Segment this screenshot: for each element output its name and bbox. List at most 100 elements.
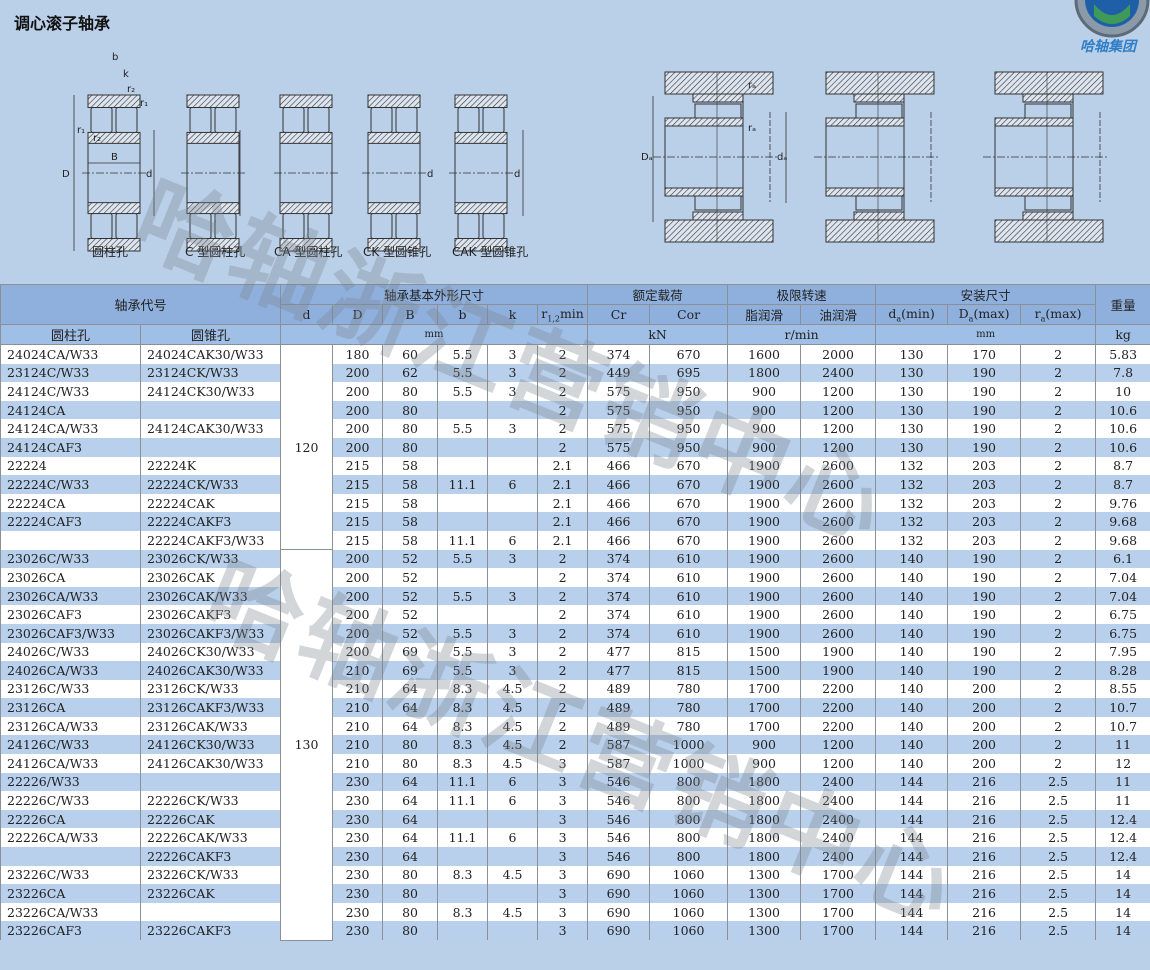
cell-tapered-code: 22224CAK (139, 493, 282, 513)
table-row: 22226CA/W33 22226CAK/W33 230 64 11.1 6 3 546 800… (0, 828, 1150, 848)
cell-tapered-code: 24024CAK30/W33 (139, 344, 282, 364)
header-Cr: Cr (587, 304, 651, 325)
cell-value: 11.1 (437, 828, 489, 848)
cell-value: 374 (587, 605, 651, 624)
cell-value: 1700 (800, 921, 877, 940)
cell-value: 1300 (727, 865, 802, 885)
cell-cylindrical-code: 23126CA (0, 698, 141, 717)
cell-cylindrical-code: 22226/W33 (0, 772, 141, 792)
cell-value: 7.8 (1095, 363, 1150, 383)
cell-value: 1900 (727, 475, 802, 494)
cell-value: 950 (649, 382, 729, 401)
cell-value: 130 (875, 400, 949, 420)
cell-value: 374 (587, 549, 651, 569)
cell-value: 1200 (800, 400, 877, 420)
cell-value: 690 (587, 865, 651, 885)
cell-value: 2 (1020, 382, 1097, 401)
unit-rpm: r/min (727, 324, 877, 345)
cell-value: 546 (587, 791, 651, 810)
cell-value: 69 (382, 642, 439, 662)
cell-tapered-code (139, 772, 282, 792)
cell-value: 610 (649, 586, 729, 606)
cell-value: 800 (649, 847, 729, 866)
cell-value: 2 (1020, 716, 1097, 736)
cell-value: 2 (1020, 661, 1097, 680)
cell-bore-diameter: 120 (280, 343, 334, 551)
cell-value: 2400 (800, 847, 877, 866)
cell-value: 8.3 (437, 698, 489, 717)
cell-value: 670 (649, 512, 729, 531)
cell-value: 216 (947, 791, 1022, 810)
cell-value: 6.75 (1095, 623, 1150, 643)
cell-value: 9.76 (1095, 493, 1150, 513)
cell-value: 216 (947, 847, 1022, 866)
cell-value: 489 (587, 679, 651, 699)
cell-value: 2 (1020, 698, 1097, 717)
header-r: r1,2min (537, 304, 589, 325)
cell-value: 2 (1020, 400, 1097, 420)
cell-value: 1200 (800, 437, 877, 457)
cell-value: 2 (537, 642, 589, 662)
cell-value: 140 (875, 698, 949, 717)
cell-value (487, 493, 539, 513)
cell-value (437, 493, 489, 513)
cell-value: 1900 (727, 493, 802, 513)
cell-value: 2 (537, 344, 589, 364)
unit-mm-install: mm (875, 324, 1097, 345)
cell-value: 64 (382, 791, 439, 810)
header-d: d (280, 304, 334, 325)
cell-value: 2 (1020, 605, 1097, 624)
cell-tapered-code: 23026CAKF3/W33 (139, 623, 282, 643)
cell-cylindrical-code: 23226CA (0, 884, 141, 903)
cell-value: 1800 (727, 772, 802, 792)
cell-cylindrical-code: 22224CAF3 (0, 512, 141, 531)
cell-value: 2 (537, 549, 589, 569)
cell-value: 670 (649, 493, 729, 513)
table-row: 23026CAF3 23026CAKF3 200 52 2 374 610 1900 2600 1… (0, 605, 1150, 624)
cell-value: 800 (649, 791, 729, 810)
cell-value: 1900 (727, 530, 802, 550)
cell-tapered-code: 23226CAK (139, 884, 282, 903)
cell-value: 144 (875, 865, 949, 885)
table-row: 23126CA/W33 23126CAK/W33 210 64 8.3 4.5 2 489 78… (0, 716, 1150, 736)
cell-value: 5.5 (437, 623, 489, 643)
cell-value: 2600 (800, 512, 877, 531)
cell-cylindrical-code: 23026CA (0, 568, 141, 587)
cell-value: 144 (875, 902, 949, 922)
cell-value: 3 (487, 549, 539, 569)
cell-value: 1900 (727, 586, 802, 606)
cell-value: 5.5 (437, 419, 489, 438)
cell-value: 216 (947, 865, 1022, 885)
cell-value: 140 (875, 661, 949, 680)
cell-value: 6 (487, 530, 539, 550)
cell-value: 489 (587, 716, 651, 736)
table-row: 23226CAF3 23226CAKF3 230 80 3 690 1060 1300 1700… (0, 921, 1150, 940)
cell-tapered-code: 23026CK/W33 (139, 549, 282, 569)
cell-value: 2200 (800, 679, 877, 699)
cell-value: 11 (1095, 791, 1150, 810)
cell-value: 11.1 (437, 475, 489, 494)
cell-value: 190 (947, 363, 1022, 383)
table-row: 24126CA/W33 24126CAK30/W33 210 80 8.3 4.5 3 587… (0, 754, 1150, 773)
cell-cylindrical-code: 23226C/W33 (0, 865, 141, 885)
cell-value: 2600 (800, 623, 877, 643)
cell-value: 210 (332, 716, 384, 736)
cell-value: 5.83 (1095, 344, 1150, 364)
cell-value: 8.7 (1095, 456, 1150, 476)
cell-cylindrical-code: 24124CAF3 (0, 437, 141, 457)
cell-value: 80 (382, 419, 439, 438)
table-row: 24124CA 200 80 2 575 950 900 1200 130 190 2 10.6 (0, 400, 1150, 420)
cell-value: 1200 (800, 382, 877, 401)
cell-tapered-code: 23226CK/W33 (139, 865, 282, 885)
cell-value: 5.5 (437, 661, 489, 680)
cell-value: 80 (382, 754, 439, 773)
cell-value: 2 (537, 735, 589, 755)
cell-value: 215 (332, 456, 384, 476)
cell-value: 8.3 (437, 754, 489, 773)
dimension-label: Dₐ (641, 152, 653, 163)
cell-value: 12.4 (1095, 847, 1150, 866)
header-cylindrical-bore: 圆柱孔 (0, 324, 141, 345)
cell-value: 190 (947, 605, 1022, 624)
cell-value: 12.4 (1095, 828, 1150, 848)
cell-value: 4.5 (487, 698, 539, 717)
